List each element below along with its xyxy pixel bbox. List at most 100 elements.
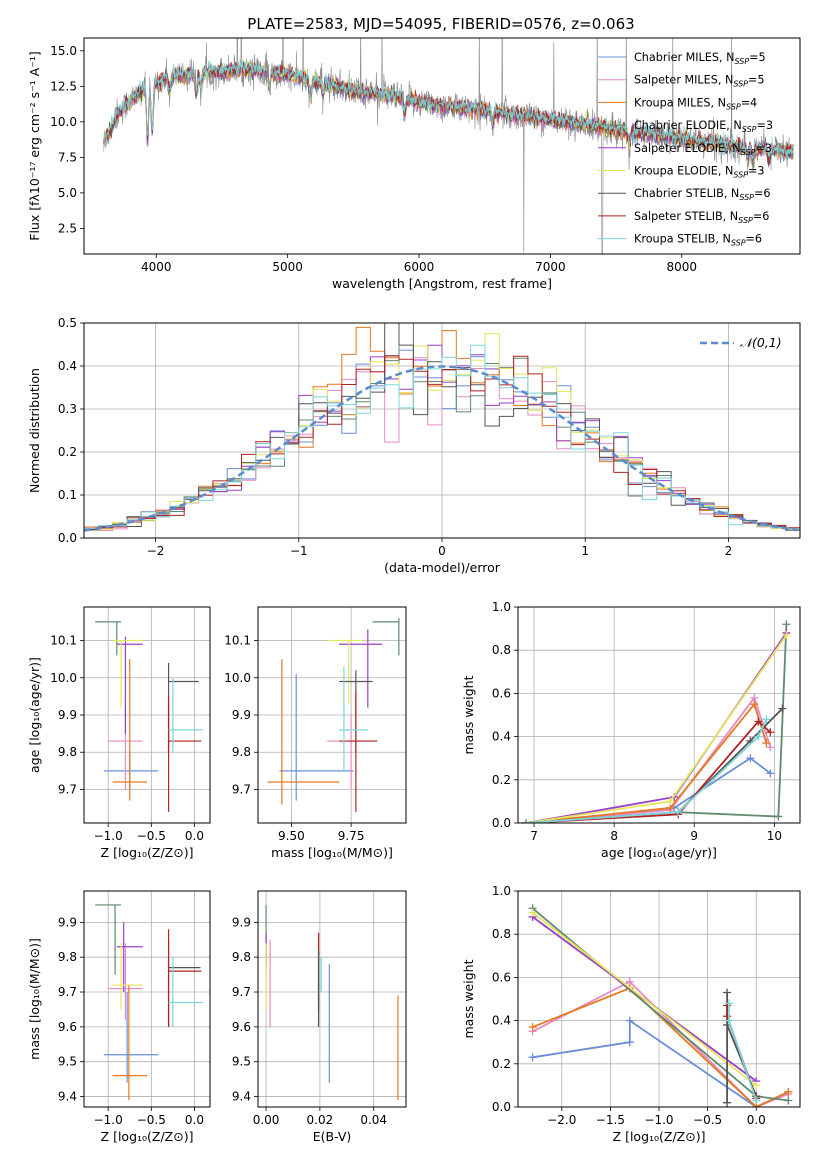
series-marker (674, 808, 683, 817)
y-tick-label: 7.5 (58, 150, 77, 164)
y-tick-label: 0.2 (492, 773, 511, 787)
y-tick-label: 12.5 (50, 79, 77, 93)
x-tick-label: 0.02 (307, 1113, 334, 1127)
series-marker (752, 1081, 761, 1090)
y-tick-label: 0.6 (492, 970, 511, 984)
error-bars (267, 618, 400, 812)
y-tick-label: 9.6 (232, 1020, 251, 1034)
series-marker (522, 819, 531, 823)
series-marker (723, 988, 732, 997)
x-tick-label: 8000 (666, 260, 697, 274)
x-tick-label: −2 (147, 544, 165, 558)
figure-title: PLATE=2583, MJD=54095, FIBERID=0576, z=0… (247, 15, 634, 33)
legend-entry: Salpeter STELIB, NSSP=6 (634, 210, 769, 225)
series-marker (752, 1096, 761, 1105)
series-line (525, 695, 772, 823)
series-marker (754, 732, 763, 741)
histogram-steps (84, 323, 800, 532)
series-line (525, 707, 784, 823)
extinction-mass-panel: 0.00 0.02 0.04 9.4 9.5 9.6 9.7 9.8 9.9 E(B-V) (232, 890, 407, 1144)
model-fit-line (103, 61, 794, 164)
metallicity-weight-panel: −2.0 −1.5 −1.0 −0.5 0.0 0.0 0.2 0.4 0.6 0.8 1.0 Z [… (461, 884, 801, 1144)
series-marker (782, 631, 791, 640)
y-tick-label: 9.9 (232, 915, 251, 929)
y-tick-label: 9.8 (58, 745, 77, 759)
legend-entry: Chabrier STELIB, NSSP=6 (634, 187, 771, 202)
legend-entry: Kroupa ELODIE, NSSP=3 (634, 165, 765, 180)
y-tick-label: 10.0 (224, 671, 251, 685)
series-line (532, 907, 789, 1102)
series-marker (766, 769, 775, 778)
legend-entry: Salpeter ELODIE, NSSP=3 (634, 142, 772, 157)
y-tick-label: 0.4 (492, 1014, 511, 1028)
axes-frame (83, 890, 211, 1108)
series-marker (666, 797, 675, 806)
error-bars (265, 904, 399, 1101)
y-tick-label: 0.4 (58, 359, 77, 373)
error-bars (95, 904, 204, 1101)
weight-lines (528, 904, 793, 1107)
series-marker (784, 1087, 793, 1096)
normal-curve (84, 365, 798, 532)
y-tick-label: 10.1 (224, 634, 251, 648)
y-tick-label: 15.0 (50, 44, 77, 58)
y-tick-label: 9.7 (58, 985, 77, 999)
x-axis-label: Z [log₁₀(Z/Z⊙)] (101, 845, 194, 860)
y-axis-label: mass weight (461, 675, 476, 754)
y-tick-label: 0.6 (492, 686, 511, 700)
axes-frame (83, 37, 801, 255)
x-tick-label: 10 (767, 829, 782, 843)
series-line (525, 720, 771, 823)
axes-frame (517, 606, 801, 824)
weight-lines (522, 620, 791, 823)
y-tick-label: 9.4 (58, 1090, 77, 1104)
x-axis-label: mass [log₁₀(M/M⊙)] (271, 845, 393, 860)
x-tick-label: −0.5 (137, 829, 166, 843)
series-marker (782, 620, 791, 629)
y-tick-label: 10.0 (50, 671, 77, 685)
y-tick-label: 0.3 (58, 402, 77, 416)
x-tick-label: −1.0 (94, 1113, 123, 1127)
y-tick-label: 0.8 (492, 643, 511, 657)
y-tick-label: 9.8 (232, 745, 251, 759)
x-tick-label: −0.5 (137, 1113, 166, 1127)
y-tick-label: 9.6 (58, 1020, 77, 1034)
y-tick-label: 0.0 (492, 1100, 511, 1114)
series-line (532, 987, 789, 1107)
spectrum-panel: 4000 5000 6000 7000 8000 2.5 5.0 7.5 10.0 12.5 15.… (27, 37, 801, 291)
error-bars (95, 621, 204, 812)
y-tick-label: 9.8 (232, 950, 251, 964)
axes-frame (517, 890, 801, 1108)
residual-histogram-panel: −2 −1 0 1 2 0.0 0.1 0.2 0.3 0.4 0.5 (data-model)/er… (27, 316, 801, 575)
y-tick-label: 1.0 (492, 884, 511, 898)
series-marker (774, 812, 783, 821)
x-tick-label: 0.04 (360, 1113, 387, 1127)
y-axis-label: age [log₁₀(age/yr)] (27, 657, 42, 773)
y-tick-label: 9.9 (232, 708, 251, 722)
y-tick-label: 9.7 (232, 782, 251, 796)
legend-entry: Kroupa MILES, NSSP=4 (634, 96, 757, 111)
axes-frame (257, 606, 407, 824)
axes-frame (83, 322, 801, 539)
x-tick-label: 0 (438, 544, 446, 558)
legend-entry: Salpeter MILES, NSSP=5 (634, 74, 765, 89)
x-tick-label: 0.0 (185, 829, 204, 843)
series-line (525, 634, 788, 823)
x-tick-label: −1.0 (644, 1113, 673, 1127)
series-marker (625, 1016, 634, 1025)
x-tick-label: 5000 (272, 260, 303, 274)
x-tick-label: 7 (530, 829, 538, 843)
y-axis-label: mass [log₁₀(M/M⊙)] (27, 938, 42, 1060)
x-tick-label: 0.0 (747, 1113, 766, 1127)
x-tick-label: 6000 (404, 260, 435, 274)
y-tick-label: 0.1 (58, 488, 77, 502)
legend-entry: Chabrier MILES, NSSP=5 (634, 51, 766, 66)
y-tick-label: 9.9 (58, 915, 77, 929)
x-tick-label: 7000 (535, 260, 566, 274)
x-tick-label: 4000 (141, 260, 172, 274)
x-axis-label: (data-model)/error (384, 560, 501, 575)
y-tick-label: 0.8 (492, 927, 511, 941)
x-tick-label: 8 (610, 829, 618, 843)
y-axis-label: mass weight (461, 959, 476, 1038)
y-tick-label: 0.4 (492, 730, 511, 744)
